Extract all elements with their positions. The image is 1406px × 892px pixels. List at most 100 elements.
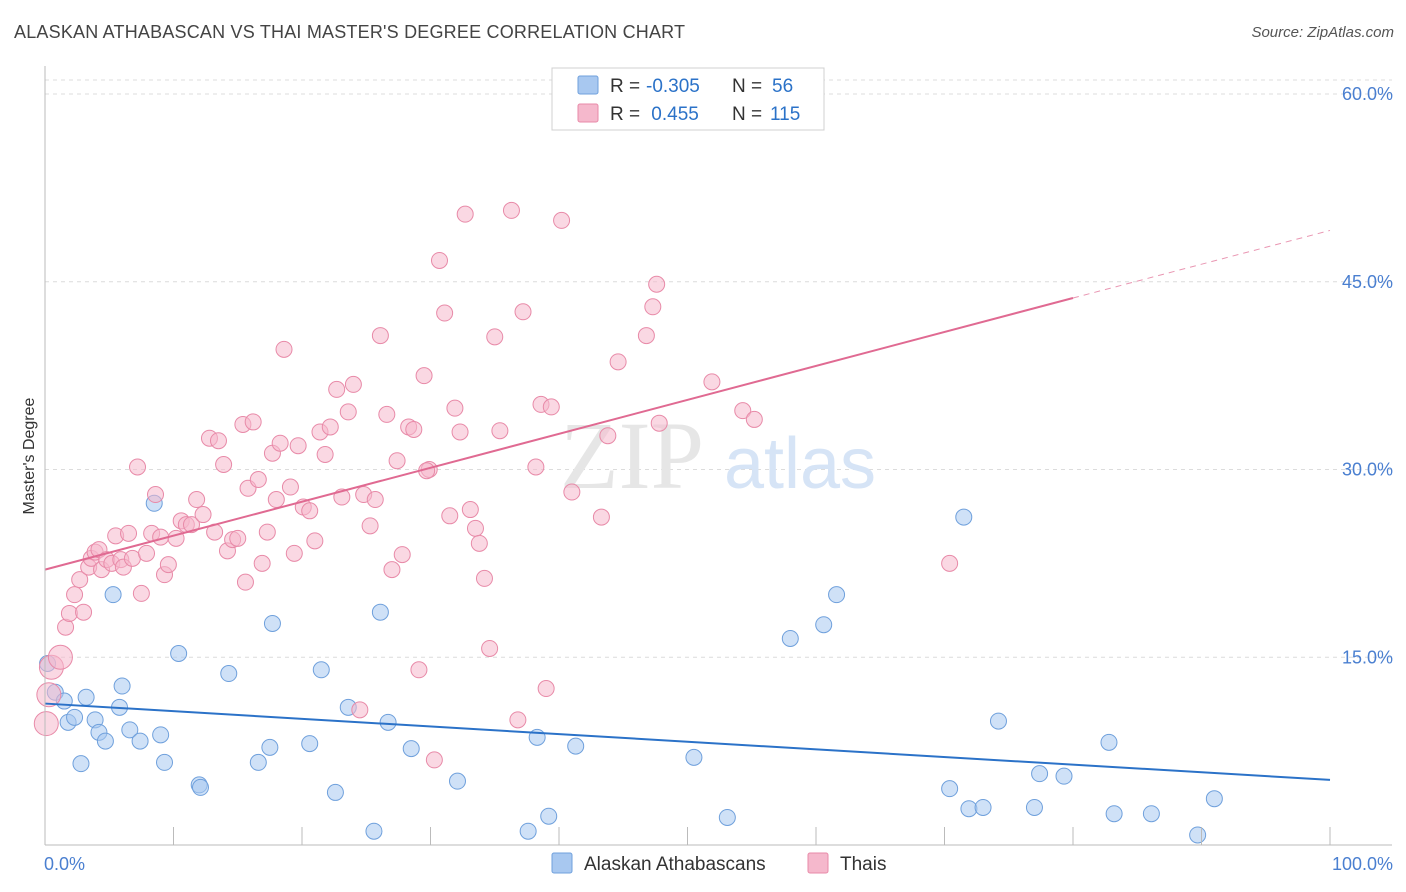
point-athabascan-46 xyxy=(974,798,992,816)
point-athabascan-47 xyxy=(989,712,1007,730)
point-thai-50 xyxy=(267,491,285,509)
point-thai-83 xyxy=(441,507,459,525)
point-thai-81 xyxy=(430,251,448,269)
point-thai-66 xyxy=(351,701,369,719)
point-thai-70 xyxy=(371,327,389,345)
point-athabascan-25 xyxy=(301,735,319,753)
point-thai-57 xyxy=(301,502,319,520)
point-thai-69 xyxy=(366,491,384,509)
point-thai-84 xyxy=(446,399,464,417)
point-athabascan-34 xyxy=(519,822,537,840)
point-thai-37 xyxy=(209,432,227,450)
point-thai-78 xyxy=(415,367,433,385)
point-athabascan-48 xyxy=(1025,798,1043,816)
point-athabascan-45 xyxy=(955,508,973,526)
point-athabascan-32 xyxy=(402,740,420,758)
watermark-zip: ZIP xyxy=(560,402,704,509)
point-thai-48 xyxy=(258,523,276,541)
point-thai-103 xyxy=(592,508,610,526)
point-thai-96 xyxy=(514,303,532,321)
legend-r-label-1: R = xyxy=(610,76,640,97)
point-thai-25 xyxy=(147,486,165,504)
point-thai-64 xyxy=(339,403,357,421)
legend-r-value-2: 0.455 xyxy=(646,104,699,125)
grid-lines xyxy=(45,79,1392,658)
source-label: Source: ZipAtlas.com xyxy=(1251,24,1394,41)
point-thai-73 xyxy=(388,452,406,470)
point-thai-58 xyxy=(306,532,324,550)
point-thai-77 xyxy=(410,661,428,679)
y-tick-labels: 15.0% 30.0% 45.0% 60.0% xyxy=(1342,84,1393,667)
point-thai-91 xyxy=(481,639,499,657)
point-thai-76 xyxy=(405,420,423,438)
point-thai-71 xyxy=(378,405,396,423)
point-thai-61 xyxy=(321,418,339,436)
point-athabascan-53 xyxy=(1142,805,1160,823)
point-athabascan-52 xyxy=(1105,805,1123,823)
point-thai-41 xyxy=(229,529,247,547)
y-tick-label-1: 30.0% xyxy=(1342,460,1393,480)
point-athabascan-10 xyxy=(104,586,122,604)
point-athabascan-6 xyxy=(77,688,95,706)
point-thai-95 xyxy=(509,711,527,729)
point-thai-109 xyxy=(648,275,666,293)
point-thai-112 xyxy=(745,410,763,428)
legend-swatch-thai xyxy=(577,103,599,123)
point-thai-107 xyxy=(644,298,662,316)
point-athabascan-51 xyxy=(1100,733,1118,751)
point-thai-8 xyxy=(75,603,93,621)
point-athabascan-27 xyxy=(326,783,344,801)
point-athabascan-42 xyxy=(828,586,846,604)
point-athabascan-30 xyxy=(371,603,389,621)
point-thai-68 xyxy=(361,517,379,535)
point-thai-3 xyxy=(47,644,73,670)
point-thai-21 xyxy=(129,458,147,476)
point-athabascan-33 xyxy=(448,772,466,790)
point-athabascan-44 xyxy=(960,800,978,818)
point-thai-33 xyxy=(188,491,206,509)
point-thai-55 xyxy=(289,437,307,455)
point-thai-113 xyxy=(941,554,959,572)
point-thai-5 xyxy=(60,604,78,622)
point-thai-88 xyxy=(466,519,484,537)
point-thai-111 xyxy=(734,402,752,420)
point-athabascan-54 xyxy=(1189,826,1207,844)
point-athabascan-4 xyxy=(66,708,84,726)
point-thai-102 xyxy=(563,483,581,501)
x-tick-label-0: 0.0% xyxy=(44,854,85,874)
point-athabascan-39 xyxy=(718,808,736,826)
point-thai-94 xyxy=(502,201,520,219)
point-thai-101 xyxy=(553,211,571,229)
point-thai-82 xyxy=(436,304,454,322)
point-athabascan-20 xyxy=(191,778,209,796)
trend-line-thai-extension xyxy=(1072,229,1331,299)
point-thai-7 xyxy=(71,571,89,589)
legend-n-label-1: N = xyxy=(732,76,762,97)
watermark-atlas: atlas xyxy=(724,424,876,504)
data-points xyxy=(33,201,1223,844)
point-thai-106 xyxy=(637,327,655,345)
legend-n-value-1: 56 xyxy=(772,76,793,97)
point-athabascan-12 xyxy=(113,677,131,695)
point-athabascan-13 xyxy=(121,721,139,739)
legend-series-label-thai: Thais xyxy=(840,854,886,875)
point-thai-51 xyxy=(271,434,289,452)
point-thai-86 xyxy=(456,205,474,223)
point-thai-80 xyxy=(425,751,443,769)
point-thai-90 xyxy=(475,569,493,587)
point-thai-93 xyxy=(491,422,509,440)
point-athabascan-9 xyxy=(96,732,114,750)
point-thai-87 xyxy=(461,501,479,519)
point-athabascan-49 xyxy=(1031,765,1049,783)
point-thai-100 xyxy=(542,398,560,416)
point-thai-38 xyxy=(215,455,233,473)
point-thai-110 xyxy=(703,373,721,391)
point-thai-53 xyxy=(281,478,299,496)
point-thai-54 xyxy=(285,544,303,562)
trend-lines xyxy=(44,229,1331,781)
point-athabascan-24 xyxy=(263,614,281,632)
point-athabascan-55 xyxy=(1205,790,1223,808)
legend-series-swatch-thai xyxy=(807,852,829,874)
point-athabascan-50 xyxy=(1055,767,1073,785)
x-tick-labels: 0.0% 100.0% xyxy=(44,854,1393,874)
